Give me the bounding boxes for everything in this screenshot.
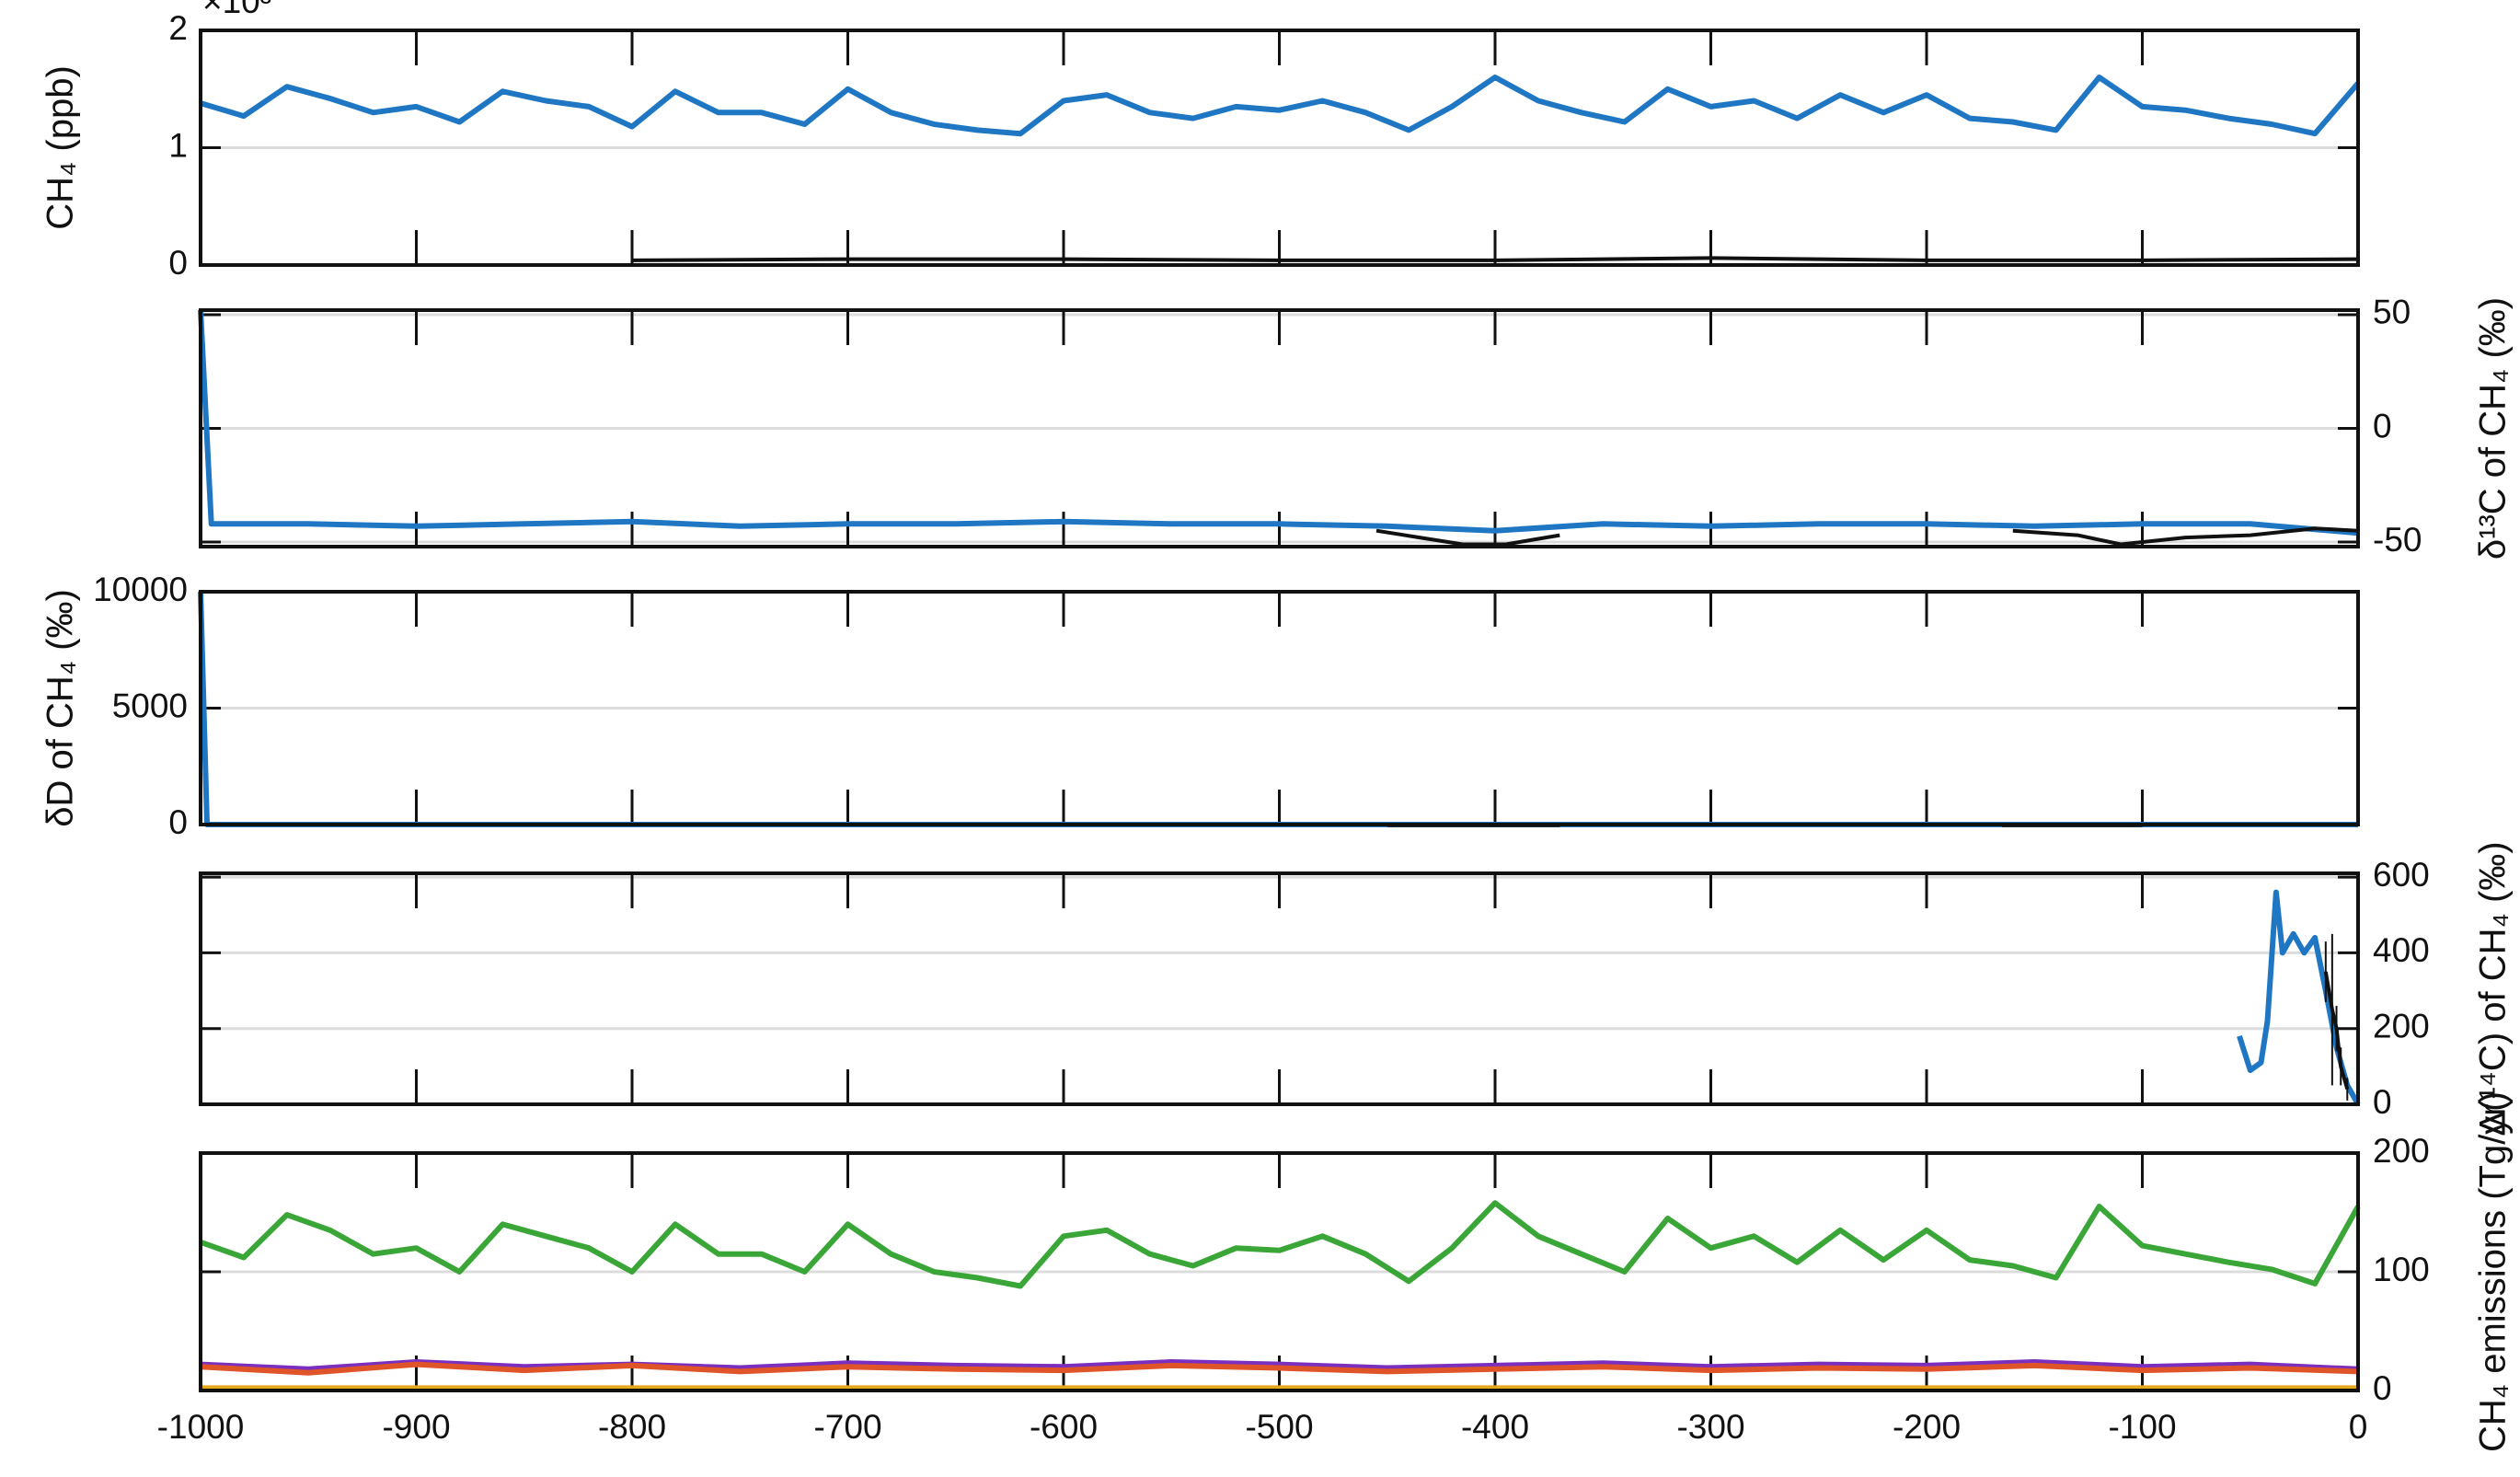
x-tick-label: -400: [1461, 1408, 1529, 1446]
data-line: [200, 75, 2361, 137]
x-tick-label: -500: [1245, 1408, 1313, 1446]
y-tick-label: 600: [2373, 856, 2430, 894]
y-tick-label: 0: [168, 803, 188, 841]
y-axis-label: CH₄ (ppb): [40, 65, 81, 230]
axis-multiplier: ×10³: [202, 0, 271, 20]
y-tick-label: 5000: [112, 687, 188, 724]
plot-frame: [199, 308, 2360, 548]
data-line: [631, 256, 2359, 262]
data-line: [200, 1359, 2359, 1372]
y-tick-label: -50: [2373, 521, 2422, 559]
y-tick-label: 100: [2373, 1251, 2430, 1288]
x-tick-label: -300: [1676, 1408, 1744, 1446]
y-tick-label: 200: [2373, 1007, 2430, 1044]
y-tick-label: 0: [2373, 1083, 2392, 1121]
y-axis-label: CH₄ emissions (Tg/yr): [2473, 1091, 2514, 1452]
x-tick-label: -100: [2108, 1408, 2176, 1446]
plot-frame: [199, 871, 2360, 1106]
x-tick-label: -1000: [157, 1408, 245, 1446]
data-line: [200, 1361, 2359, 1376]
plot-frame: [199, 1151, 2360, 1392]
y-tick-label: 50: [2373, 294, 2411, 331]
y-tick-label: 0: [168, 244, 188, 282]
x-tick-label: -600: [1030, 1408, 1098, 1446]
x-tick-label: -200: [1893, 1408, 1961, 1446]
data-line: [198, 309, 2359, 537]
plot-frame: [199, 29, 2360, 267]
x-tick-label: -700: [813, 1408, 881, 1446]
data-line: [199, 1200, 2361, 1289]
x-tick-label: -900: [382, 1408, 450, 1446]
y-axis-label: Δ(¹⁴C) of CH₄ (‰): [2473, 841, 2514, 1136]
y-tick-label: 10000: [93, 571, 188, 608]
y-tick-label: 2: [168, 9, 188, 47]
y-axis-label: δD of CH₄ (‰): [40, 589, 81, 827]
x-tick-label: -800: [598, 1408, 666, 1446]
x-tick-label: 0: [2349, 1408, 2368, 1446]
y-tick-label: 400: [2373, 931, 2430, 969]
y-tick-label: 0: [2373, 407, 2392, 444]
data-line: [1375, 526, 2359, 547]
y-tick-label: 200: [2373, 1132, 2430, 1170]
y-tick-label: 1: [168, 126, 188, 164]
plot-frame: [199, 590, 2360, 826]
y-tick-label: 0: [2373, 1369, 2392, 1407]
y-axis-label: δ¹³C of CH₄ (‰): [2473, 297, 2514, 560]
